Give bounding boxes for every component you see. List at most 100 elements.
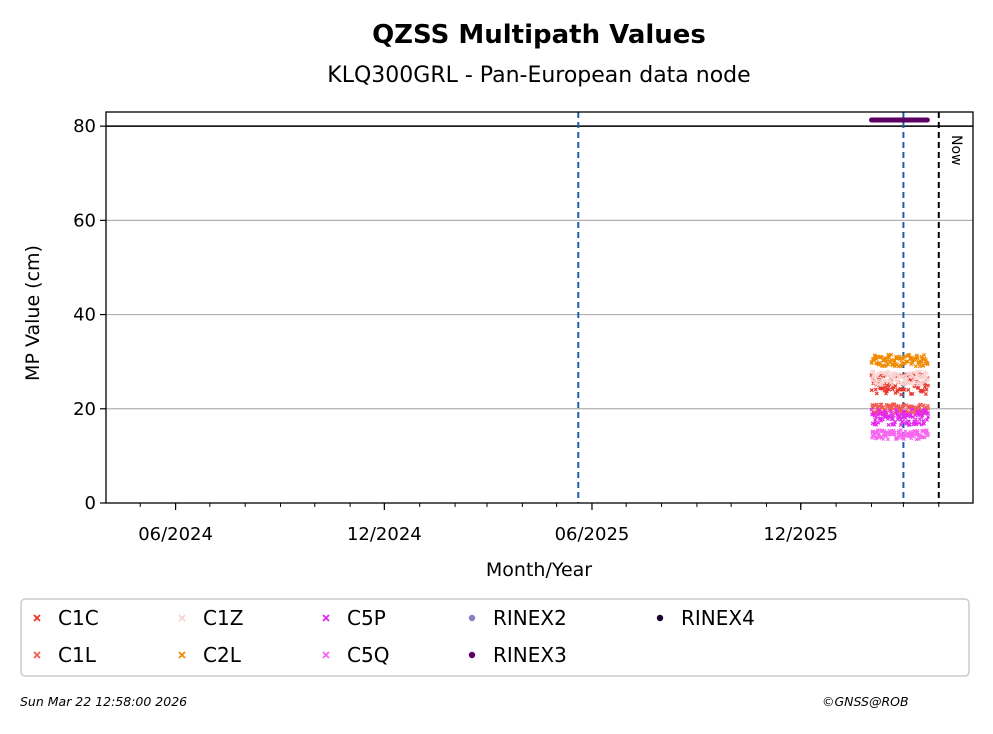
data-point: [904, 371, 909, 376]
data-point: [924, 387, 929, 392]
legend-marker-c1z: [178, 614, 186, 622]
data-point: [915, 430, 920, 435]
data-point: [875, 354, 880, 359]
series-c1z: [870, 369, 931, 388]
data-point: [920, 382, 925, 387]
data-point: [875, 374, 880, 379]
data-point: [922, 352, 927, 357]
y-axis-label: MP Value (cm): [22, 245, 44, 381]
data-point: [874, 391, 879, 396]
data-point: [906, 419, 911, 424]
data-point: [913, 417, 918, 422]
axes: 0 20 40 60 80 06/2024 12/2024 06/2025 12/2025: [73, 116, 940, 545]
data-point: [925, 433, 930, 438]
legend-label-c1c: C1C: [58, 606, 99, 630]
data-point: [910, 375, 915, 380]
data-point: [902, 413, 907, 418]
data-point: [885, 437, 890, 442]
data-point: [883, 378, 888, 384]
data-point: [886, 369, 891, 374]
data-point: [910, 360, 915, 365]
data-point: [890, 387, 895, 392]
series-c2l: [869, 352, 930, 369]
data-point: [910, 407, 915, 412]
data-point: [887, 387, 892, 392]
data-point: [880, 417, 885, 422]
series-c5p: [869, 407, 931, 428]
data-point: [892, 419, 898, 424]
data-point: [886, 353, 891, 358]
legend-label-rinex4: RINEX4: [681, 606, 755, 630]
data-points: [868, 117, 931, 442]
data-point: [897, 414, 902, 419]
data-point: [884, 359, 889, 364]
series-c5q: [870, 428, 931, 442]
data-point: [888, 373, 893, 378]
data-point: [900, 415, 905, 420]
data-point: [926, 383, 931, 388]
x-tick-label: 06/2025: [555, 524, 630, 545]
data-point: [918, 369, 923, 374]
footer-copyright: ©GNSS@ROB: [822, 694, 909, 709]
data-point: [925, 377, 931, 382]
footer-timestamp: Sun Mar 22 12:58:00 2026: [20, 694, 188, 709]
x-tick-label: 12/2025: [763, 524, 838, 545]
data-point: [883, 410, 888, 415]
legend-label-c5q: C5Q: [347, 643, 389, 667]
data-point: [873, 387, 878, 392]
data-point: [876, 371, 881, 376]
legend-marker-rinex2: [468, 614, 476, 622]
data-point: [870, 433, 875, 438]
x-axis-label: Month/Year: [486, 559, 592, 581]
data-point: [900, 405, 905, 410]
data-point: [899, 412, 904, 417]
data-point: [892, 432, 897, 437]
legend-label-c5p: C5P: [347, 606, 386, 630]
data-point: [899, 392, 904, 397]
data-point: [926, 414, 931, 419]
data-point: [892, 422, 897, 427]
legend-marker-rinex4: [656, 614, 664, 622]
data-point: [884, 389, 889, 394]
data-point: [889, 352, 894, 357]
data-point: [919, 380, 924, 385]
data-point: [874, 356, 879, 362]
data-point: [879, 355, 884, 360]
data-point: [905, 359, 910, 364]
data-point: [898, 423, 903, 428]
data-point: [904, 413, 909, 418]
data-point: [901, 437, 906, 442]
y-tick-label: 40: [73, 305, 96, 326]
data-point: [869, 407, 874, 412]
data-point: [922, 369, 927, 374]
data-point: [876, 420, 881, 425]
data-point: [886, 422, 891, 427]
data-point: [898, 428, 903, 433]
data-point: [926, 411, 931, 416]
legend-label-rinex3: RINEX3: [493, 643, 567, 667]
plot-frame: [105, 111, 974, 504]
data-point: [885, 383, 890, 388]
data-point: [921, 389, 926, 394]
data-point: [922, 435, 927, 440]
y-tick-label: 0: [85, 493, 96, 514]
legend-box: [20, 598, 970, 677]
legend-label-c2l: C2L: [203, 643, 242, 667]
data-point: [911, 382, 916, 387]
data-point: [925, 371, 930, 376]
data-point: [922, 421, 927, 426]
data-point: [879, 363, 884, 368]
data-point: [876, 408, 881, 413]
data-point: [880, 377, 885, 382]
y-tick-label: 20: [73, 399, 96, 420]
data-point: [902, 409, 907, 414]
y-tick-label: 80: [73, 116, 96, 137]
data-point: [904, 376, 909, 381]
data-point: [900, 419, 905, 424]
legend-marker-rinex3: [468, 651, 476, 659]
data-point: [925, 361, 930, 366]
data-point: [873, 417, 878, 422]
data-point: [889, 376, 894, 381]
data-point: [921, 418, 926, 423]
